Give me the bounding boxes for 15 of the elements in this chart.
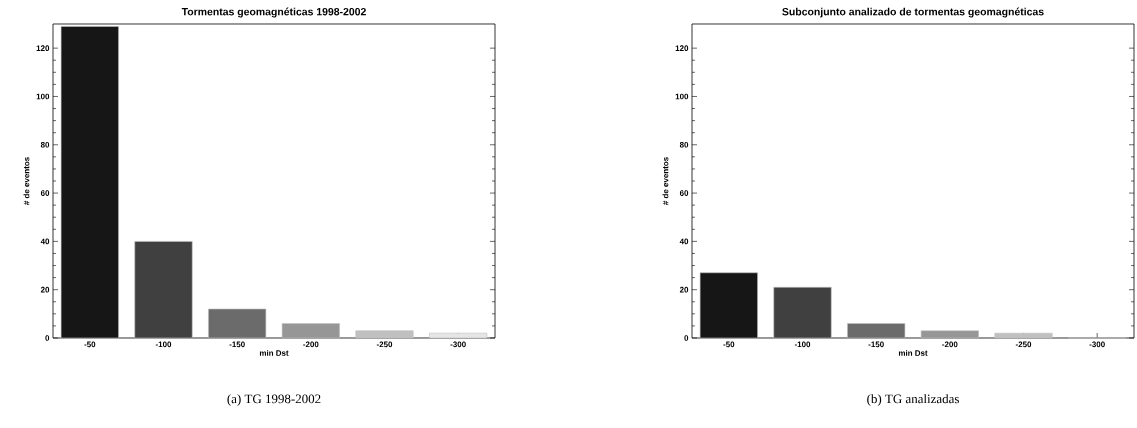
bar (920, 330, 979, 339)
bar (208, 308, 267, 339)
bar (773, 286, 832, 339)
chart-title: Tormentas geomagnéticas 1998-2002 (181, 7, 366, 18)
bar (60, 26, 119, 339)
text: (b) TG analizadas (867, 394, 959, 406)
bar (134, 241, 193, 339)
bar (355, 330, 414, 339)
text: (a) TG 1998-2002 (227, 394, 321, 406)
bar (994, 332, 1053, 339)
bar (699, 272, 758, 339)
bar (847, 323, 906, 339)
bar (281, 323, 340, 339)
chart-title: Subconjunto analizado de tormentas geomagnéticas (782, 7, 1044, 18)
bar (429, 332, 488, 339)
